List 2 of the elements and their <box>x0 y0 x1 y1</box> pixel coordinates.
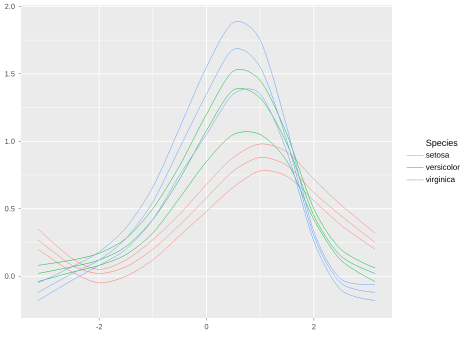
line-series <box>38 170 376 284</box>
legend-title: Species <box>426 139 458 148</box>
